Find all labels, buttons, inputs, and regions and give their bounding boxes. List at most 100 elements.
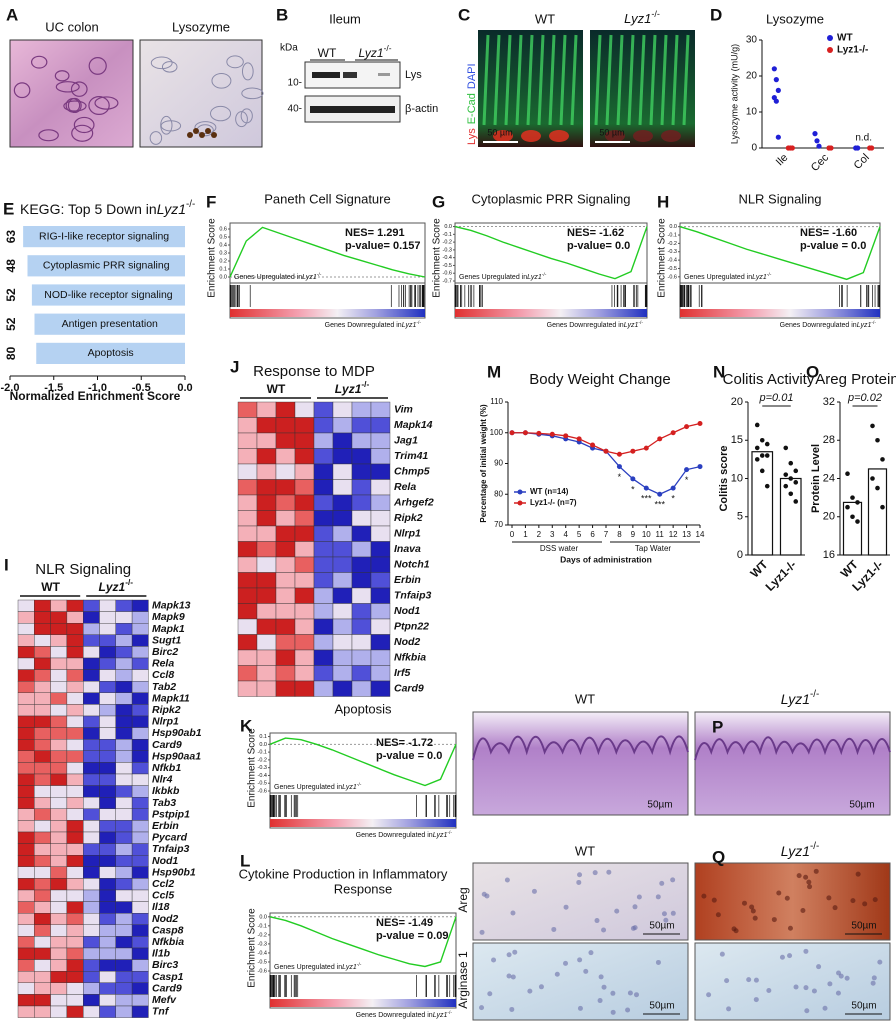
heat-cell (313, 463, 334, 480)
nucleus (870, 980, 876, 986)
gene-label: Nlr4 (152, 774, 173, 786)
nucleus (731, 926, 737, 932)
heat-cell (131, 843, 149, 856)
panel-label: L (240, 851, 250, 870)
label: -/- (361, 379, 369, 389)
crypt (149, 131, 163, 145)
villus (570, 34, 578, 126)
heat-cell (237, 448, 258, 465)
gene-label: Nod1 (394, 605, 420, 617)
heat-cell (351, 525, 372, 542)
heat-cell (99, 669, 116, 682)
point (793, 480, 799, 485)
y-tick-label: 28 (823, 434, 835, 446)
panel-label: C (458, 5, 470, 24)
nucleus (753, 997, 759, 1003)
heat-cell (131, 855, 149, 868)
nucleus (803, 985, 809, 991)
heat-cell (66, 785, 84, 798)
point (793, 499, 799, 504)
heat-cell (313, 634, 334, 651)
nucleus (479, 1005, 485, 1011)
label: Genes Downregulated in (547, 322, 624, 329)
heat-cell (351, 572, 372, 589)
x-tick-label: WT (748, 557, 772, 581)
x-tick-label: 0 (510, 530, 515, 539)
label: NES= 1.291 (345, 227, 405, 239)
heat-cell (17, 936, 35, 949)
es-line (269, 916, 457, 968)
heat-cell (66, 982, 84, 995)
gene-label: Ccl2 (152, 878, 174, 890)
crypt (55, 81, 80, 93)
heat-cell (82, 704, 100, 717)
bar (27, 255, 185, 277)
gene-label: Birc3 (152, 959, 178, 971)
heat-cell (237, 587, 258, 604)
gene-label: Nfkb1 (152, 762, 181, 774)
label: NES= -1.60 (800, 227, 857, 239)
heat-cell (115, 715, 133, 728)
y-tick-label: 0 (737, 549, 743, 561)
heat-cell (34, 808, 51, 821)
heat-cell (256, 525, 277, 542)
heat-cell (237, 463, 258, 480)
nucleus (594, 918, 600, 924)
gene-label: Tab2 (152, 681, 176, 693)
label: Protein Level (810, 444, 822, 513)
gene-label: Tnf (152, 1006, 170, 1018)
bar-label: Cytoplasmic PRR signaling (43, 260, 170, 272)
heat-cell (370, 665, 391, 682)
heat-cell (115, 889, 133, 902)
heat-cell (351, 432, 372, 449)
heat-cell (313, 618, 334, 635)
label: DSS water (540, 544, 579, 553)
frame (454, 222, 648, 319)
gene-label: Nod2 (152, 913, 178, 925)
x-tick-label: 9 (631, 530, 636, 539)
heat-cell (313, 541, 334, 558)
point (576, 436, 582, 442)
heat-cell (332, 634, 353, 651)
heat-cell (313, 401, 334, 418)
heat-cell (237, 541, 258, 558)
nucleus (663, 917, 669, 923)
heat-cell (131, 982, 149, 995)
nucleus (746, 977, 752, 983)
heat-cell (17, 727, 35, 740)
label: WT (575, 843, 595, 858)
heat-cell (34, 634, 51, 647)
point (773, 98, 779, 104)
heat-cell (17, 913, 35, 926)
nucleus (811, 988, 817, 994)
label: Lyz1 (302, 274, 317, 281)
nucleus (538, 984, 544, 990)
nucleus (715, 912, 721, 918)
heat-cell (332, 572, 353, 589)
point (880, 504, 885, 510)
label: -/- (638, 320, 643, 326)
heat-cell (34, 878, 51, 891)
heat-cell (332, 448, 353, 465)
label: -/- (651, 9, 660, 19)
villus (537, 34, 545, 126)
genotype-label: Genes Downregulated inLyz1-/- (780, 320, 877, 329)
heat-cell (82, 959, 100, 972)
y-tick-label: -0.3 (668, 249, 677, 255)
band (310, 106, 395, 113)
heat-cell (131, 669, 149, 682)
genotype-label: Lyz1-/- (99, 577, 134, 594)
heat-cell (275, 634, 296, 651)
label: -/- (542, 272, 547, 278)
heat-cell (50, 924, 68, 937)
label: Genes Upregulated in (459, 274, 527, 281)
crypt (30, 55, 48, 69)
heat-cell (17, 773, 35, 786)
label: -/- (871, 320, 876, 326)
heat-cell (351, 401, 372, 418)
heat-cell (131, 1005, 149, 1018)
label: -/- (357, 962, 362, 968)
heat-cell (66, 762, 84, 775)
gene-label: Tab3 (152, 797, 176, 809)
heat-cell (82, 855, 100, 868)
